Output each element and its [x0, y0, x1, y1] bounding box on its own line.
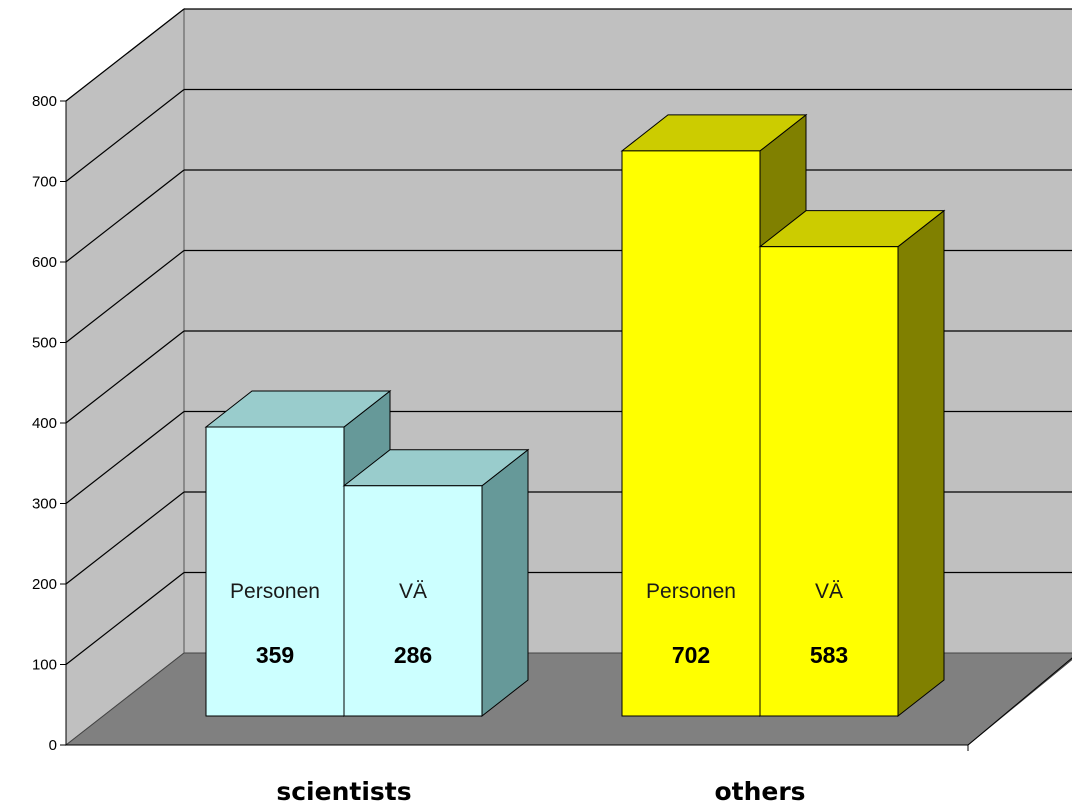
bars: Personen 359 VÄ 286 Personen 702 VÄ 583 [204, 113, 946, 718]
category-labels: scientists others [276, 777, 805, 806]
gridline-side [65, 330, 185, 424]
bar-value-label: 286 [394, 642, 432, 668]
bar-value-label: 702 [672, 642, 710, 668]
y-tick-label: 700 [32, 174, 57, 191]
y-tick-label: 100 [32, 657, 57, 674]
bar-series-label: VÄ [815, 580, 843, 603]
bar-side [481, 448, 529, 718]
gridline-side [65, 411, 185, 504]
gridline-side [65, 250, 185, 343]
bar-scientists-1 [343, 485, 483, 717]
y-tick-label: 0 [49, 737, 57, 754]
gridline-side [65, 491, 185, 585]
bar-value-label: 359 [256, 642, 294, 668]
bar-scientists-0 [205, 426, 345, 717]
category-label-others: others [714, 777, 805, 806]
bar-series-label: Personen [646, 580, 736, 603]
y-tick-label: 800 [32, 93, 57, 110]
bar-others-1 [759, 246, 899, 717]
y-tick-label: 600 [32, 254, 57, 271]
gridline-side [65, 8, 185, 102]
gridline-side [65, 572, 185, 665]
bar-series-label: VÄ [399, 580, 427, 603]
gridline-side [65, 89, 185, 182]
bar-series-label: Personen [230, 580, 320, 603]
y-tick-label: 300 [32, 496, 57, 513]
y-tick-label: 400 [32, 415, 57, 432]
y-tick-label: 500 [32, 335, 57, 352]
gridline-side [65, 169, 185, 263]
category-label-scientists: scientists [276, 777, 411, 806]
y-axis: 0 100 200 300 400 500 600 700 800 [32, 93, 1072, 754]
bar-side [897, 209, 945, 718]
y-tick-label: 200 [32, 576, 57, 593]
floor-edge [967, 657, 1072, 746]
bar-others-0 [621, 150, 761, 717]
bar-value-label: 583 [810, 642, 848, 668]
